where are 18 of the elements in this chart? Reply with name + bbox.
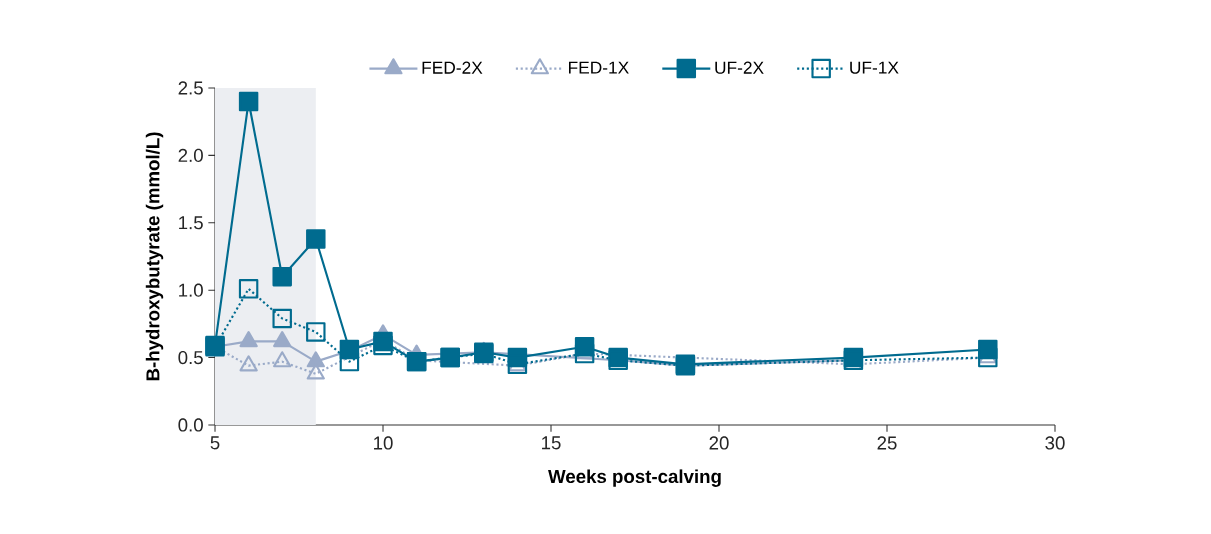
y-tick-label: 0.5 [178, 350, 203, 365]
y-tick-label: 2.5 [178, 81, 203, 95]
x-tick-label: 5 [210, 436, 220, 450]
y-tick-label: 2.0 [178, 148, 203, 162]
y-tick-label: 0.0 [178, 418, 203, 432]
y-tick-label: 1.5 [179, 216, 203, 230]
x-tick-label: 15 [542, 436, 561, 450]
legend-label: UF-2X [715, 61, 764, 74]
x-axis-title: Weeks post-calving [548, 469, 721, 487]
x-tick-label: 20 [709, 436, 729, 450]
legend-label: FED-2X [422, 61, 483, 74]
x-tick-label: 25 [877, 436, 897, 450]
legend-label: UF-1X [850, 61, 899, 74]
y-tick-label: 1.0 [179, 283, 203, 297]
legend-label: FED-1X [569, 61, 629, 74]
x-tick-label: 10 [374, 436, 393, 450]
y-axis-title: B-hydroxybutyrate (mmol/L) [145, 132, 164, 381]
x-tick-label: 30 [1045, 436, 1065, 450]
